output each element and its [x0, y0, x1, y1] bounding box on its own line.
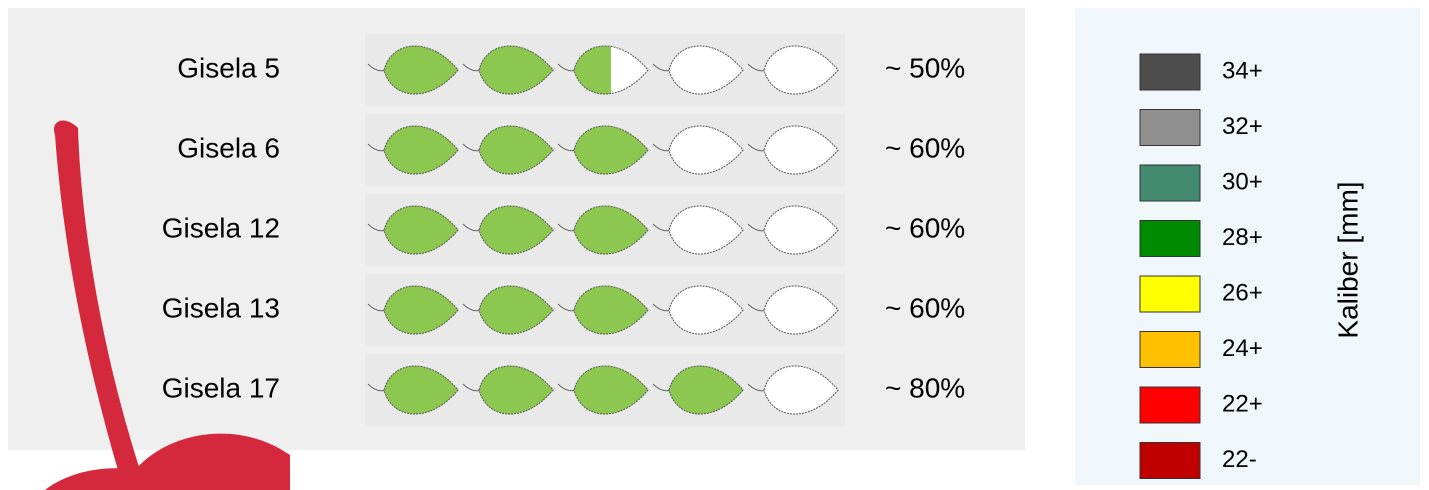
row-value-label: ~ 60%: [885, 132, 965, 163]
row-label: Gisela 13: [162, 292, 280, 323]
legend-label: 34+: [1222, 57, 1263, 84]
legend-label: 22+: [1222, 390, 1263, 417]
leaf-outline: [478, 365, 554, 415]
leaf-outline: [763, 205, 839, 255]
leaf-body: [764, 285, 838, 335]
leaf-body: [669, 125, 743, 175]
leaf: [747, 45, 839, 95]
row-value-label: ~ 60%: [885, 292, 965, 323]
leaf-outline: [763, 285, 839, 335]
leaf-outline: [573, 45, 649, 95]
leaf: [652, 285, 744, 335]
leaf-outline: [668, 205, 744, 255]
leaf: [747, 205, 839, 255]
leaf-outline: [383, 285, 459, 335]
legend-swatch: [1139, 53, 1201, 91]
row-label: Gisela 12: [162, 212, 280, 243]
leaf: [652, 125, 744, 175]
legend-label: 30+: [1222, 168, 1263, 195]
leaf-body: [669, 285, 743, 335]
leaf-outline: [383, 205, 459, 255]
leaf: [557, 205, 649, 255]
leaf-outline: [573, 285, 649, 335]
legend-swatch: [1139, 164, 1201, 202]
row-value-label: ~ 60%: [885, 212, 965, 243]
leaf: [747, 285, 839, 335]
leaf: [557, 285, 649, 335]
leaf: [652, 205, 744, 255]
leaf-body: [764, 125, 838, 175]
leaf-outline: [763, 45, 839, 95]
leaf-body: [764, 205, 838, 255]
row-value-label: ~ 80%: [885, 372, 965, 403]
leaf-outline: [573, 365, 649, 415]
legend-swatch: [1139, 331, 1201, 368]
leaf: [367, 205, 459, 255]
legend-label: 28+: [1222, 224, 1263, 251]
legend-label: 24+: [1222, 335, 1263, 362]
leaf-outline: [383, 125, 459, 175]
leaf-outline: [478, 45, 554, 95]
legend-title: Kaliber [mm]: [1332, 181, 1363, 338]
leaf-outline: [763, 365, 839, 415]
legend-panel: [1075, 8, 1420, 485]
legend-swatch: [1139, 442, 1201, 479]
leaf-outline: [573, 125, 649, 175]
row-value-label: ~ 50%: [885, 52, 965, 83]
row-label: Gisela 6: [177, 132, 280, 163]
leaf: [747, 365, 839, 415]
leaf: [747, 125, 839, 175]
legend-swatch: [1139, 275, 1201, 313]
cherry: [45, 120, 290, 490]
legend-swatch: [1139, 109, 1201, 146]
leaf-outline: [478, 125, 554, 175]
leaf-outline: [478, 205, 554, 255]
leaf-body: [764, 365, 838, 415]
row-label: Gisela 5: [177, 52, 280, 83]
leaf-outline: [668, 125, 744, 175]
leaf-outline: [478, 285, 554, 335]
leaf-outline: [573, 205, 649, 255]
legend-label: 32+: [1222, 113, 1263, 140]
legend-swatch: [1139, 220, 1201, 257]
leaf-body: [764, 45, 838, 95]
leaf-outline: [383, 365, 459, 415]
leaf-outline: [668, 365, 744, 415]
legend-label: 26+: [1222, 279, 1263, 306]
leaf: [652, 365, 744, 415]
leaf: [652, 45, 744, 95]
legend-label: 22-: [1222, 446, 1257, 473]
leaf-body: [669, 205, 743, 255]
leaf-outline: [383, 45, 459, 95]
leaf-outline: [763, 125, 839, 175]
leaf-body: [669, 45, 743, 95]
leaf-outline: [668, 45, 744, 95]
leaf-outline: [668, 285, 744, 335]
row-label: Gisela 17: [162, 372, 280, 403]
legend-swatch: [1139, 386, 1201, 424]
